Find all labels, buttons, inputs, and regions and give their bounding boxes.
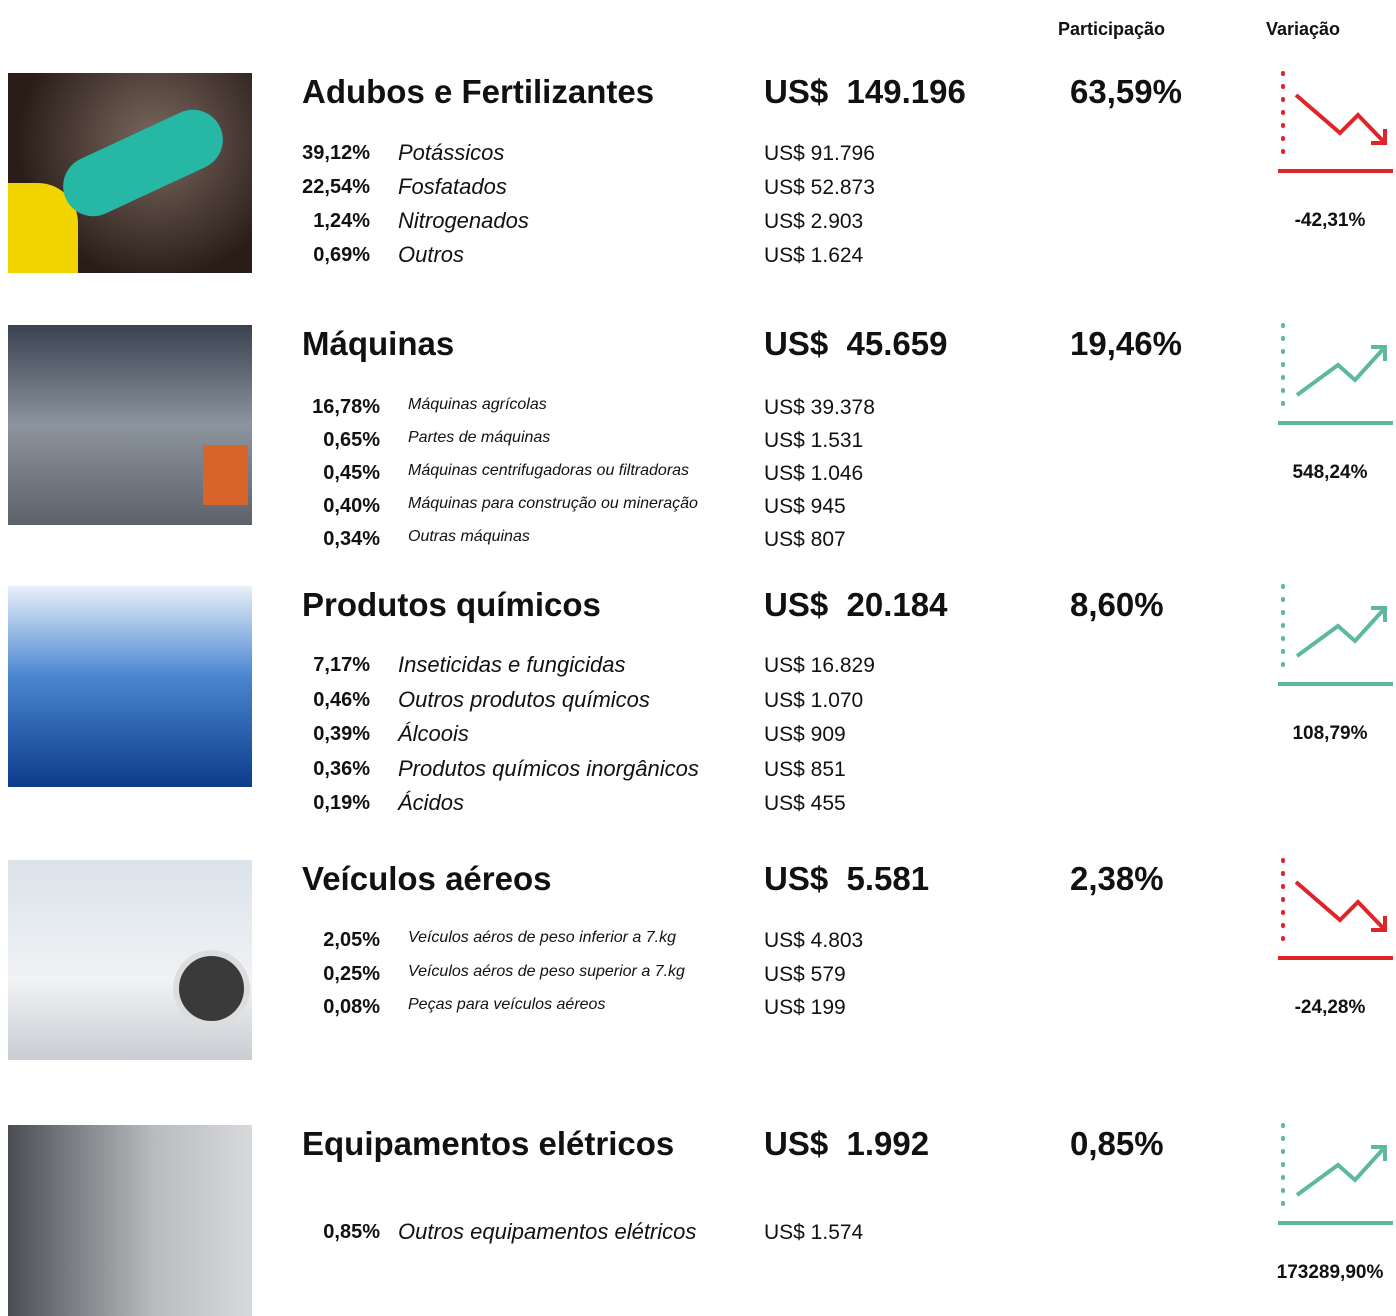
item-name: Potássicos xyxy=(398,140,505,165)
variation: 173289,90% xyxy=(1276,1262,1384,1283)
variation: 108,79% xyxy=(1292,723,1368,744)
item-name: Peças para veículos aéreos xyxy=(408,996,606,1013)
item-name: Máquinas para construção ou mineração xyxy=(408,495,698,512)
trend-line xyxy=(1294,93,1387,145)
item-value: US$ 1.624 xyxy=(764,244,864,267)
item-pct: 0,39% xyxy=(313,723,370,745)
item-name: Máquinas agrícolas xyxy=(408,396,547,413)
item-name: Outras máquinas xyxy=(408,528,530,545)
item-name: Álcoois xyxy=(398,721,469,746)
section-share: 8,60% xyxy=(1070,586,1164,623)
item-name: Produtos químicos inorgânicos xyxy=(398,755,699,781)
item-pct: 39,12% xyxy=(302,142,370,164)
item-pct: 0,25% xyxy=(323,962,380,985)
trend-line xyxy=(1294,880,1387,932)
item-name: Nitrogenados xyxy=(398,208,529,233)
item-pct: 0,45% xyxy=(323,462,380,484)
trend-line xyxy=(1295,606,1387,658)
section-total: US$ 149.196 xyxy=(764,73,966,110)
section-title: Veículos aéreos xyxy=(302,860,552,897)
share-header: Participação xyxy=(1058,19,1166,39)
item-value: US$ 52.873 xyxy=(764,176,875,199)
item-pct: 0,40% xyxy=(323,495,380,517)
variation: 548,24% xyxy=(1292,462,1368,483)
item-pct: 22,54% xyxy=(302,176,370,198)
item-value: US$ 455 xyxy=(764,792,846,815)
item-value: US$ 1.046 xyxy=(764,462,864,485)
trend-arrowhead xyxy=(1371,606,1387,622)
item-value: US$ 4.803 xyxy=(764,929,864,952)
item-pct: 1,24% xyxy=(313,210,370,232)
item-value: US$ 851 xyxy=(764,757,846,781)
item-name: Fosfatados xyxy=(398,174,507,199)
item-name: Veículos aéros de peso superior a 7.kg xyxy=(408,962,685,980)
trend-line xyxy=(1295,1145,1387,1197)
section-title: Máquinas xyxy=(302,325,455,362)
item-value: US$ 39.378 xyxy=(764,396,875,419)
section-total: US$ 5.581 xyxy=(764,860,930,897)
section-total: US$ 1.992 xyxy=(764,1125,930,1162)
section-share: 19,46% xyxy=(1070,325,1182,362)
item-value: US$ 199 xyxy=(764,996,846,1019)
section-title: Produtos químicos xyxy=(302,586,601,623)
photo xyxy=(8,73,252,273)
item-pct: 0,36% xyxy=(313,757,370,780)
photo xyxy=(8,586,252,787)
section-share: 63,59% xyxy=(1070,73,1182,110)
section-share: 0,85% xyxy=(1070,1125,1164,1162)
item-name: Ácidos xyxy=(398,790,465,815)
item-pct: 0,46% xyxy=(313,688,370,711)
item-value: US$ 1.531 xyxy=(764,429,864,452)
item-value: US$ 1.574 xyxy=(764,1221,864,1244)
item-name: Máquinas centrifugadoras ou filtradoras xyxy=(408,462,690,479)
section-total: US$ 45.659 xyxy=(764,325,948,362)
item-name: Partes de máquinas xyxy=(408,429,551,446)
trend-arrowhead xyxy=(1371,345,1387,361)
item-pct: 0,19% xyxy=(313,792,370,814)
item-pct: 0,08% xyxy=(323,996,380,1018)
item-name: Outros xyxy=(398,242,465,267)
variation: -42,31% xyxy=(1294,210,1366,231)
section-title: Adubos e Fertilizantes xyxy=(302,73,655,110)
item-pct: 7,17% xyxy=(313,654,370,676)
trend-arrowhead xyxy=(1371,916,1387,932)
item-pct: 0,34% xyxy=(323,528,380,550)
item-value: US$ 16.829 xyxy=(764,654,875,677)
item-pct: 2,05% xyxy=(323,929,380,951)
trend-line xyxy=(1295,345,1387,397)
photo xyxy=(8,325,252,525)
item-pct: 0,85% xyxy=(323,1221,380,1243)
section-share: 2,38% xyxy=(1070,860,1164,897)
trend-arrowhead xyxy=(1371,1145,1387,1161)
item-name: Outros equipamentos elétricos xyxy=(398,1219,697,1244)
variation-header: Variação xyxy=(1266,19,1341,39)
item-pct: 0,65% xyxy=(323,429,380,451)
item-name: Inseticidas e fungicidas xyxy=(398,652,626,677)
item-pct: 0,69% xyxy=(313,244,370,266)
trend-arrowhead xyxy=(1371,129,1387,145)
item-name: Outros produtos químicos xyxy=(398,686,650,712)
section-total: US$ 20.184 xyxy=(764,586,948,623)
item-value: US$ 579 xyxy=(764,962,846,986)
item-value: US$ 1.070 xyxy=(764,688,864,712)
item-value: US$ 91.796 xyxy=(764,142,875,165)
variation: -24,28% xyxy=(1294,997,1366,1018)
item-value: US$ 909 xyxy=(764,723,846,746)
item-value: US$ 807 xyxy=(764,528,846,551)
photo xyxy=(8,1125,252,1316)
item-value: US$ 2.903 xyxy=(764,210,864,233)
section-title: Equipamentos elétricos xyxy=(302,1125,675,1162)
item-name: Veículos aéros de peso inferior a 7.kg xyxy=(408,929,677,946)
photo xyxy=(8,860,252,1060)
item-pct: 16,78% xyxy=(312,396,380,418)
item-value: US$ 945 xyxy=(764,495,846,518)
